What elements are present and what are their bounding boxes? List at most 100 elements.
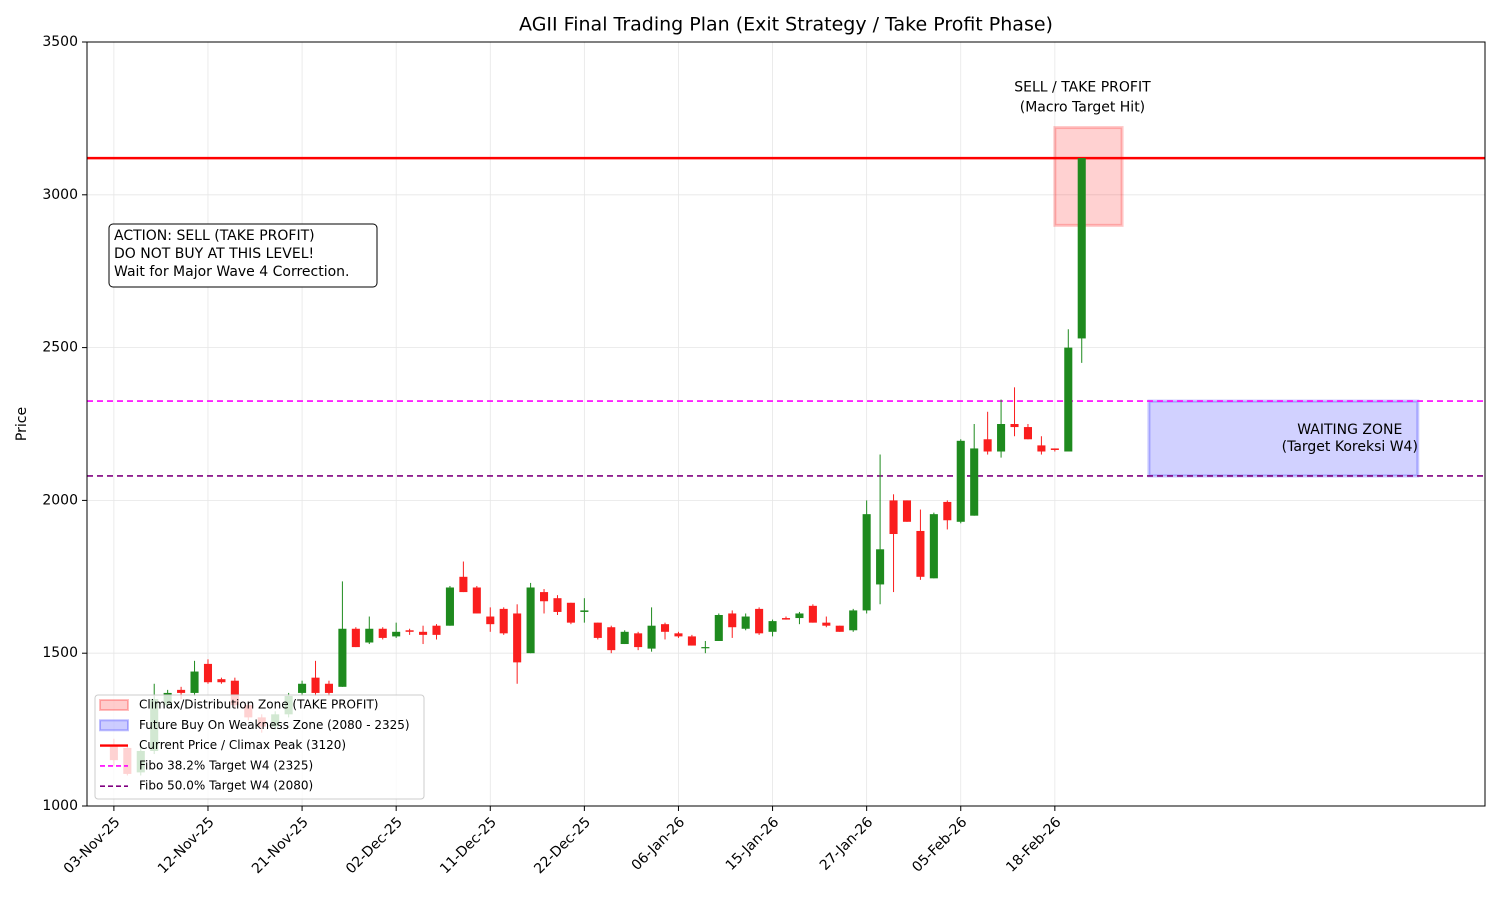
candle-body [822, 622, 831, 626]
candle-body [419, 631, 428, 635]
candle-body [1010, 424, 1019, 428]
candle-body [647, 625, 656, 649]
candle-body [781, 618, 791, 620]
zone-annotation: (Macro Target Hit) [1020, 100, 1145, 116]
candle-body [365, 628, 374, 643]
legend-swatch [99, 699, 129, 711]
candle-body [862, 514, 871, 611]
candle-body [876, 549, 885, 585]
plot-frame [86, 41, 1486, 807]
x-tick-label: 06-Jan-26 [629, 814, 689, 874]
x-tick-label: 22-Dec-25 [531, 814, 594, 877]
candle-body [405, 630, 414, 632]
x-tick-label: 03-Nov-25 [61, 814, 124, 877]
candle-body [902, 500, 912, 522]
candle-body [378, 628, 387, 638]
candle-body [580, 610, 589, 612]
candle-body [392, 631, 401, 637]
candle-body [230, 680, 239, 706]
x-tick-label: 02-Dec-25 [343, 814, 406, 877]
candle-body [620, 631, 629, 645]
candle-body [1037, 445, 1046, 452]
candle-body [351, 628, 360, 648]
zone-annotation: (Target Koreksi W4) [1282, 439, 1418, 455]
candle-body [634, 633, 643, 648]
candle-body [714, 615, 723, 641]
zone-annotation: SELL / TAKE PROFIT [1014, 80, 1151, 96]
candle-body [835, 625, 844, 632]
y-tick-label: 1500 [42, 645, 78, 661]
x-tick-label: 11-Dec-25 [437, 814, 500, 877]
legend-label: Current Price / Climax Peak (3120) [139, 738, 346, 752]
candle-body [486, 616, 495, 625]
action-box-frame [108, 223, 378, 288]
y-tick-label: 3500 [42, 34, 78, 50]
candle-body [177, 689, 186, 693]
legend-swatch [99, 719, 129, 732]
legend-label: Future Buy On Weakness Zone (2080 - 2325… [139, 718, 410, 732]
legend-label: Fibo 50.0% Target W4 (2080) [139, 779, 313, 793]
candle-body [889, 500, 898, 535]
candle-body [1050, 448, 1059, 450]
candle-body [607, 627, 616, 651]
y-axis-label: Price [14, 407, 30, 441]
candle-body [916, 530, 925, 577]
action-box: ACTION: SELL (TAKE PROFIT) DO NOT BUY AT… [108, 223, 378, 288]
candle-body [983, 439, 992, 452]
candle-body [298, 683, 307, 693]
candle-body [472, 587, 481, 614]
candle-body [956, 440, 965, 522]
candle-body [432, 625, 441, 635]
candle-body [526, 587, 535, 654]
candle-body [701, 647, 710, 649]
candle-body [513, 613, 522, 663]
legend-label: Climax/Distribution Zone (TAKE PROFIT) [139, 698, 378, 712]
candle-body [311, 677, 320, 693]
x-tick-label: 15-Jan-26 [723, 814, 783, 874]
candle-body [1064, 347, 1073, 452]
candle-body [674, 633, 683, 637]
candle-body [1077, 158, 1086, 339]
candle-body [728, 613, 737, 628]
candle-body [445, 587, 454, 626]
y-tick-label: 2000 [42, 492, 78, 508]
candle-body [741, 616, 750, 629]
candle-body [566, 602, 575, 623]
candle-body [190, 671, 199, 693]
candle-body [217, 679, 226, 683]
legend: Climax/Distribution Zone (TAKE PROFIT) Fu… [94, 694, 425, 800]
candle-body [1023, 427, 1032, 440]
zone-annotation: WAITING ZONE [1297, 422, 1402, 438]
candle-body [203, 663, 213, 683]
x-tick-label: 21-Nov-25 [249, 814, 312, 877]
candle-body [338, 628, 347, 687]
candle-body [849, 610, 858, 631]
candle-body [324, 683, 333, 693]
zone [1053, 126, 1124, 227]
candle-body [929, 514, 938, 579]
action-text: DO NOT BUY AT THIS LEVEL! [114, 246, 314, 262]
y-tick-label: 3000 [42, 187, 78, 203]
candle-body [768, 621, 777, 632]
candle-body [808, 605, 817, 623]
candle-body [943, 501, 952, 521]
candle-body [970, 448, 979, 516]
candle-body [795, 613, 804, 619]
candle-body [459, 576, 468, 593]
candle-body [553, 598, 562, 612]
x-tick-label: 27-Jan-26 [817, 814, 877, 874]
action-text: Wait for Major Wave 4 Correction. [114, 264, 349, 280]
x-tick-label: 05-Feb-26 [909, 814, 970, 875]
legend-label: Fibo 38.2% Target W4 (2325) [139, 758, 313, 772]
candle-body [997, 424, 1006, 452]
candle-body [499, 608, 508, 634]
x-tick-label: 18-Feb-26 [1003, 814, 1064, 875]
chart-title: AGII Final Trading Plan (Exit Strategy /… [519, 14, 1053, 36]
y-tick-label: 1000 [42, 798, 78, 814]
action-text: ACTION: SELL (TAKE PROFIT) [114, 228, 315, 244]
candle-body [687, 636, 696, 646]
candle-body [660, 624, 670, 632]
y-tick-label: 2500 [42, 340, 78, 356]
legend-frame [94, 694, 425, 800]
